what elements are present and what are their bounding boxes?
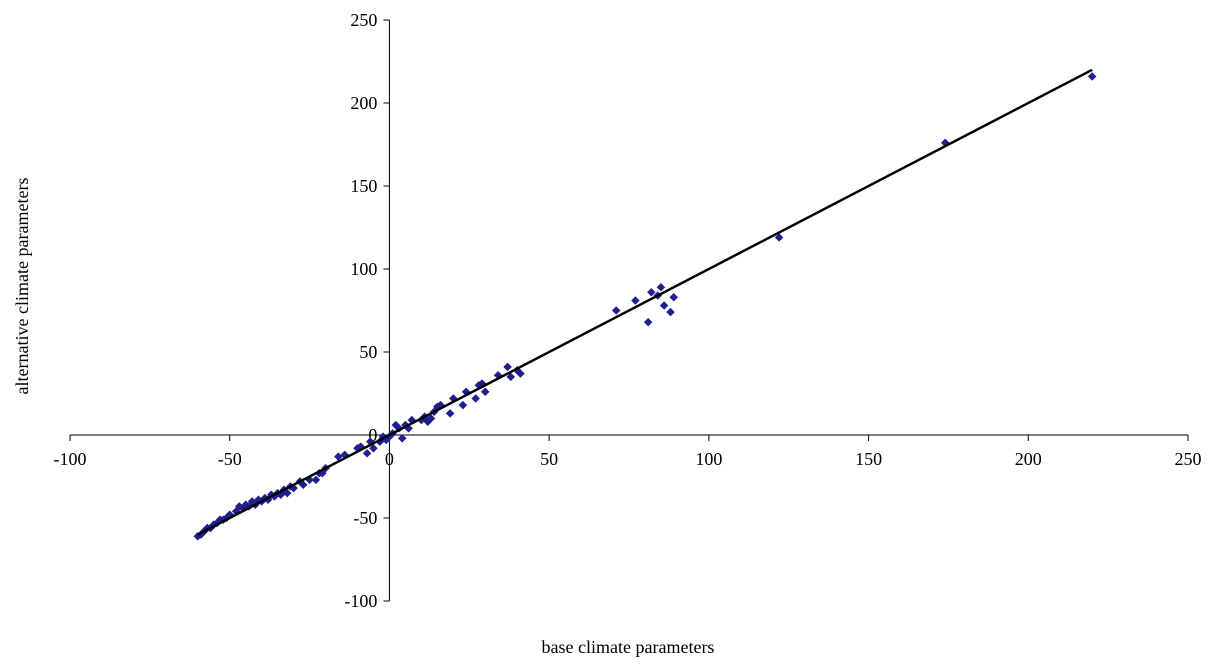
data-point [643,317,653,327]
y-tick-label: 100 [350,259,377,279]
data-point [647,287,656,297]
y-tick-label: -100 [344,591,377,611]
x-tick-label: 150 [855,449,882,469]
data-point [656,282,666,292]
x-tick-label: 0 [385,449,394,469]
y-tick-label: 50 [359,342,377,362]
y-tick-label: 200 [350,93,377,113]
data-point [631,296,640,305]
trend-line [197,68,1093,536]
data-points [193,72,1097,541]
x-axis-title: base climate parameters [542,637,715,657]
axes [70,20,1188,601]
data-point [445,409,455,418]
y-tick-label: -50 [353,508,377,528]
data-point [659,301,669,310]
data-point [506,372,516,382]
data-point [391,420,401,430]
data-point [669,292,679,302]
x-tick-label: -50 [218,449,242,469]
x-tick-label: 100 [695,449,722,469]
data-point [362,448,372,458]
data-point [1087,72,1097,81]
y-axis-title: alternative climate parameters [12,178,32,395]
data-point [397,433,407,443]
x-tick-label: -100 [54,449,87,469]
data-point [774,233,784,242]
data-point [503,362,512,372]
data-point [369,443,378,453]
x-tick-label: 250 [1175,449,1202,469]
data-point [666,307,675,317]
data-point [311,475,321,485]
tick-labels: -100 -50 0 50 100 150 200 250 -100 -50 0 50 100 150 20… [54,10,1202,611]
data-point [471,394,481,403]
x-tick-label: 200 [1015,449,1042,469]
trend-line-layer [197,68,1093,536]
x-tick-label: 50 [540,449,558,469]
data-point [480,387,490,397]
data-point [611,306,621,315]
y-tick-label: 0 [368,425,377,445]
y-tick-label: 150 [350,176,377,196]
data-point [458,400,468,410]
y-tick-label: 250 [350,10,377,30]
